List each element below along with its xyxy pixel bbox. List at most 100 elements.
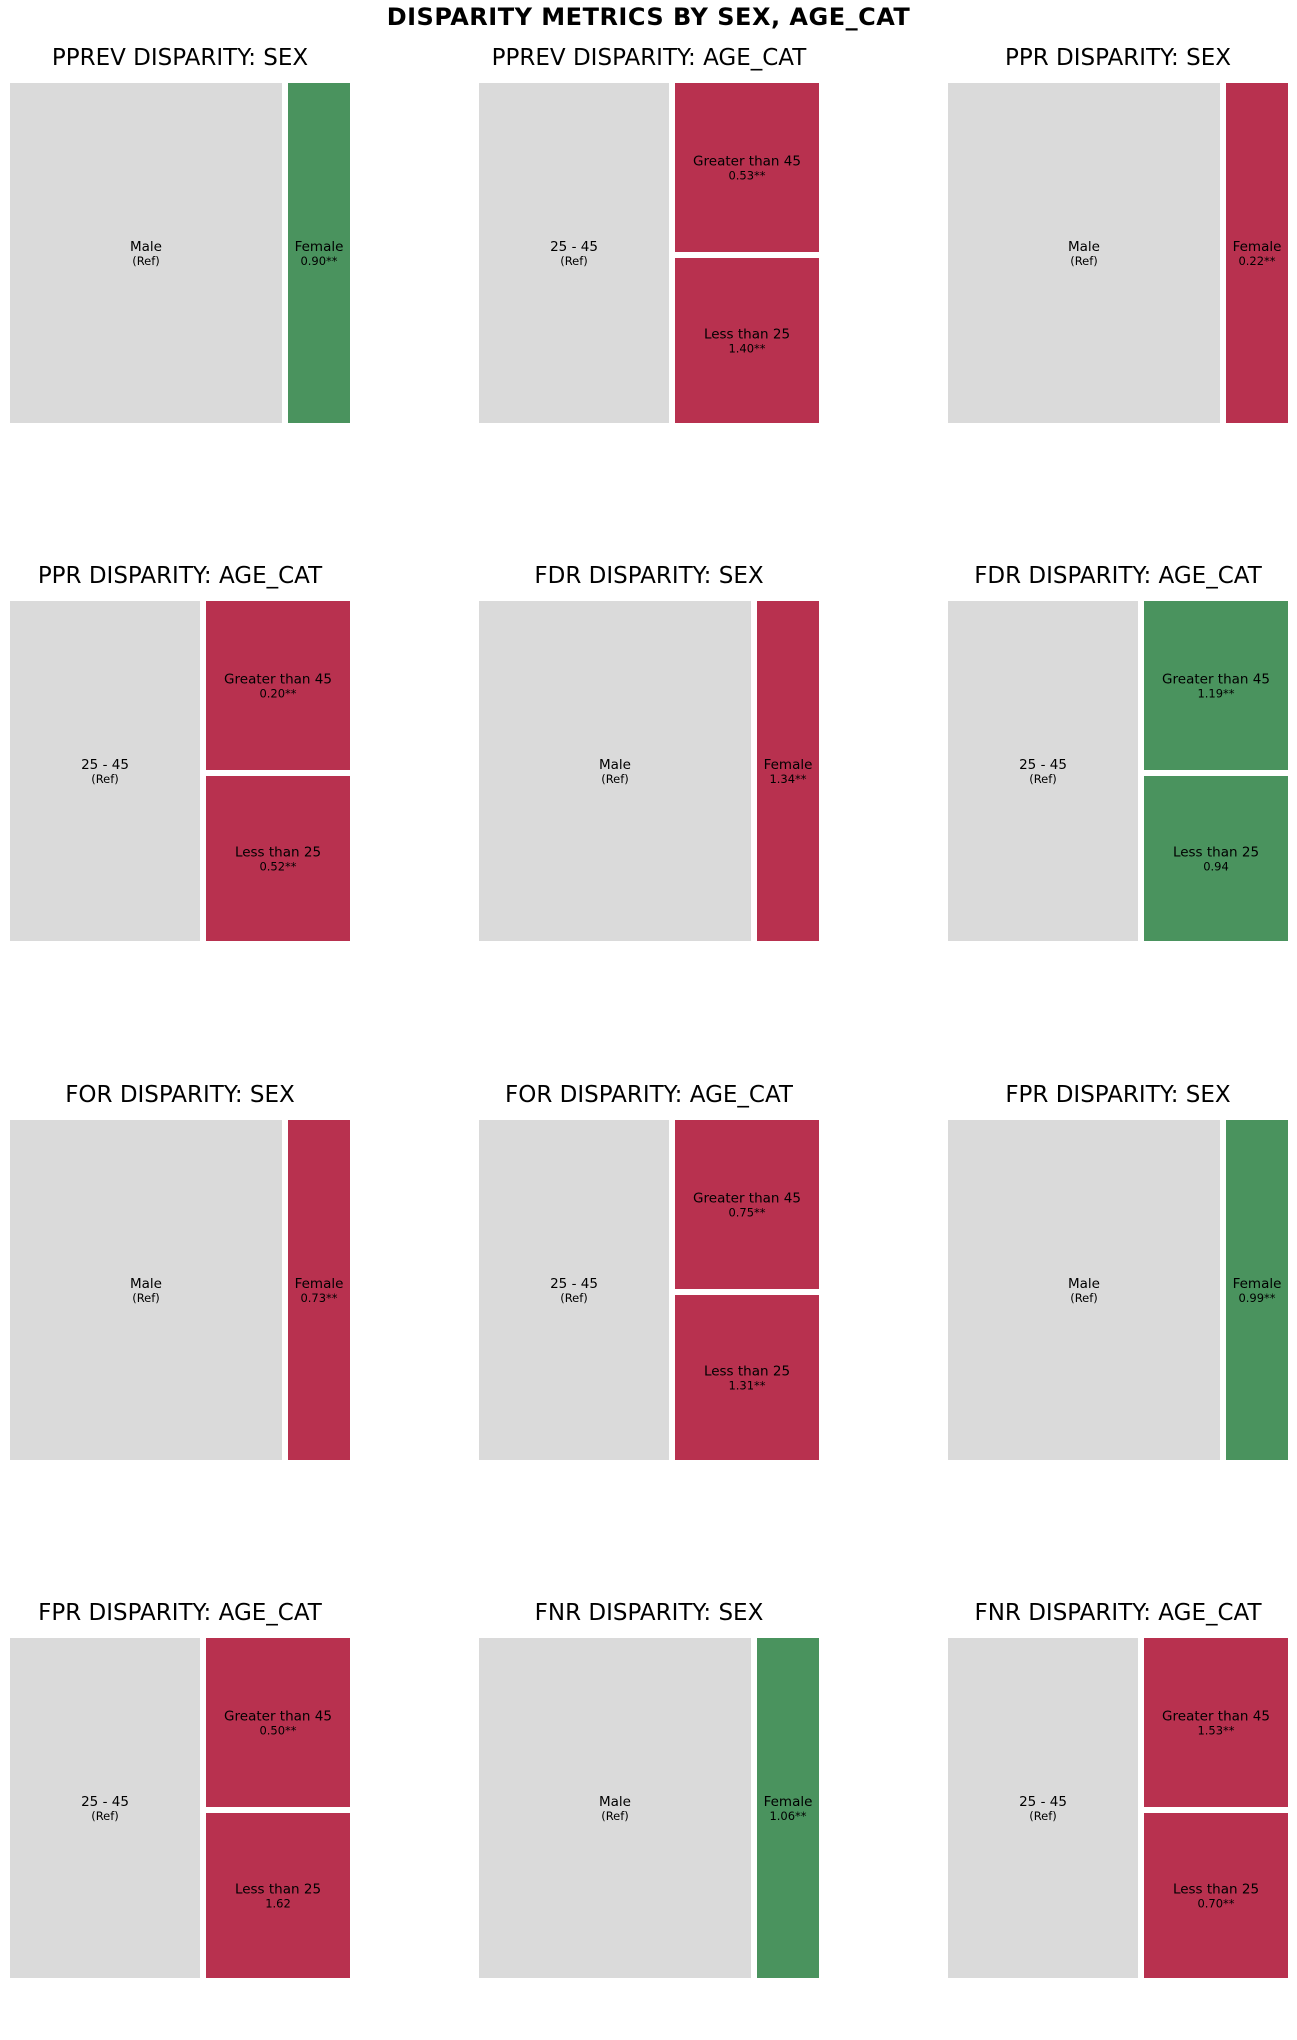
panel-title: FOR DISPARITY: AGE_CAT	[505, 1082, 793, 1108]
treemap: 25 - 45(Ref) Greater than 450.50** Less th…	[10, 1638, 350, 1978]
tile-greater-than-45	[675, 1120, 819, 1289]
tile-less-than-25	[675, 1295, 819, 1460]
tile-label: Greater than 45	[693, 1191, 801, 1207]
tile-value: 0.52**	[259, 860, 296, 874]
tile-value: (Ref)	[601, 1809, 629, 1823]
tile-value: 0.20**	[259, 687, 296, 701]
tile-label: Female	[1233, 239, 1282, 255]
tile-label: Less than 25	[235, 845, 321, 861]
tile-value: 1.53**	[1197, 1724, 1234, 1738]
tile-value: 1.31**	[728, 1379, 765, 1393]
treemap-panel-for-disparity-sex: FOR DISPARITY: SEX Male (Ref) Female 0.73**	[10, 1082, 350, 1522]
panel-title: PPR DISPARITY: AGE_CAT	[37, 563, 323, 589]
treemap: 25 - 45(Ref) Greater than 450.53** Less th…	[479, 83, 819, 423]
tile-label: 25 - 45	[81, 757, 129, 773]
tile-value: (Ref)	[91, 1809, 119, 1823]
tile-25-45	[948, 601, 1138, 941]
tile-value: 0.22**	[1238, 254, 1275, 268]
tile-label: 25 - 45	[1019, 1794, 1067, 1810]
tile-value: (Ref)	[132, 1291, 160, 1305]
tile-label: Male	[599, 1794, 631, 1810]
tile-value: 0.70**	[1197, 1897, 1234, 1911]
treemap-panel-fnr-disparity-age-cat: FNR DISPARITY: AGE_CAT 25 - 45 (Ref) Greate…	[948, 1600, 1288, 2040]
tile-female	[288, 83, 350, 423]
tile-male	[10, 1120, 282, 1460]
tile-label: Greater than 45	[1162, 672, 1270, 688]
tile-value: 1.19**	[1197, 687, 1234, 701]
tile-label: Female	[1233, 1276, 1282, 1292]
tile-greater-than-45	[1144, 601, 1288, 770]
tile-greater-than-45	[206, 601, 350, 770]
tile-label: Greater than 45	[224, 672, 332, 688]
treemap-panel-fpr-disparity-sex: FPR DISPARITY: SEX Male (Ref) Female 0.99**	[948, 1082, 1288, 1522]
tile-value: 0.90**	[300, 254, 337, 268]
treemap: 25 - 45(Ref) Greater than 451.53** Less th…	[948, 1638, 1288, 1978]
tile-label: Less than 25	[704, 327, 790, 343]
tile-25-45	[10, 1638, 200, 1978]
tile-label: Less than 25	[1173, 845, 1259, 861]
panel-title: FDR DISPARITY: AGE_CAT	[974, 563, 1262, 589]
tile-label: Female	[764, 757, 813, 773]
tile-value: (Ref)	[601, 772, 629, 786]
tile-female	[288, 1120, 350, 1460]
tile-label: Less than 25	[235, 1882, 321, 1898]
tile-less-than-25	[206, 1813, 350, 1978]
tile-value: 0.75**	[728, 1206, 765, 1220]
tile-female	[1226, 1120, 1288, 1460]
tile-25-45	[10, 601, 200, 941]
tile-value: (Ref)	[1070, 1291, 1098, 1305]
tile-male	[10, 83, 282, 423]
tile-value: (Ref)	[132, 254, 160, 268]
tile-label: Female	[295, 1276, 344, 1292]
tile-label: Male	[1068, 1276, 1100, 1292]
tile-label: Less than 25	[1173, 1882, 1259, 1898]
treemap: 25 - 45(Ref) Greater than 450.20** Less th…	[10, 601, 350, 941]
tile-male	[948, 83, 1220, 423]
tile-value: (Ref)	[560, 1291, 588, 1305]
panel-title: PPREV DISPARITY: AGE_CAT	[491, 45, 807, 71]
panel-title: FOR DISPARITY: SEX	[65, 1082, 295, 1108]
treemap-panel-pprev-disparity-sex: PPREV DISPARITY: SEX Male (Ref) Female 0.90*…	[10, 45, 350, 485]
tile-label: Male	[130, 239, 162, 255]
tile-label: Greater than 45	[693, 154, 801, 170]
tile-label: Male	[599, 757, 631, 773]
tile-label: Greater than 45	[224, 1709, 332, 1725]
figure-title: DISPARITY METRICS BY SEX, AGE_CAT	[386, 3, 911, 31]
tile-label: 25 - 45	[1019, 757, 1067, 773]
tile-value: 1.06**	[769, 1809, 806, 1823]
tile-label: Female	[295, 239, 344, 255]
tile-male	[479, 601, 751, 941]
tile-label: 25 - 45	[550, 239, 598, 255]
tile-male	[948, 1120, 1220, 1460]
treemap-panel-fdr-disparity-age-cat: FDR DISPARITY: AGE_CAT 25 - 45 (Ref) Greate…	[948, 563, 1288, 1003]
tile-value: 0.50**	[259, 1724, 296, 1738]
tile-value: (Ref)	[560, 254, 588, 268]
panel-title: FPR DISPARITY: AGE_CAT	[38, 1600, 322, 1626]
tile-value: 1.40**	[728, 342, 765, 356]
treemap-panel-fnr-disparity-sex: FNR DISPARITY: SEX Male (Ref) Female 1.06**	[479, 1600, 819, 2040]
panel-title: PPR DISPARITY: SEX	[1004, 45, 1231, 71]
tile-greater-than-45	[206, 1638, 350, 1807]
tile-value: 1.62	[265, 1897, 291, 1911]
treemap-panel-for-disparity-age-cat: FOR DISPARITY: AGE_CAT 25 - 45 (Ref) Greate…	[479, 1082, 819, 1522]
tile-label: Less than 25	[704, 1364, 790, 1380]
treemap-panel-fdr-disparity-sex: FDR DISPARITY: SEX Male (Ref) Female 1.34**	[479, 563, 819, 1003]
tile-value: (Ref)	[1070, 254, 1098, 268]
tile-value: 0.99**	[1238, 1291, 1275, 1305]
panel-title: FPR DISPARITY: SEX	[1005, 1082, 1231, 1108]
tile-value: (Ref)	[1029, 1809, 1057, 1823]
tile-less-than-25	[206, 776, 350, 941]
tile-25-45	[948, 1638, 1138, 1978]
tile-label: Male	[1068, 239, 1100, 255]
tile-value: (Ref)	[91, 772, 119, 786]
panel-title: FNR DISPARITY: SEX	[534, 1600, 764, 1626]
tile-label: Greater than 45	[1162, 1709, 1270, 1725]
treemap-panel-ppr-disparity-sex: PPR DISPARITY: SEX Male (Ref) Female 0.22**	[948, 45, 1288, 485]
treemap: 25 - 45(Ref) Greater than 450.75** Less th…	[479, 1120, 819, 1460]
tile-value: 0.73**	[300, 1291, 337, 1305]
tile-less-than-25	[675, 258, 819, 423]
